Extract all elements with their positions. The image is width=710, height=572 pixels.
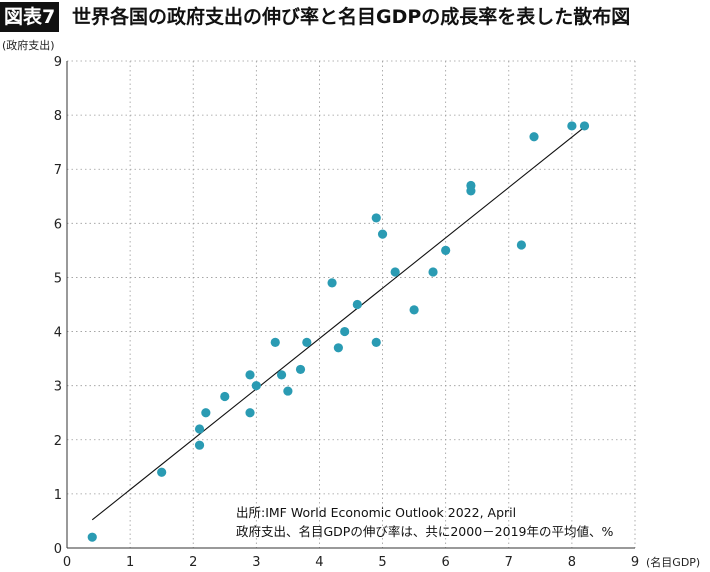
x-tick-label: 5 <box>378 555 386 570</box>
data-point <box>516 240 527 250</box>
data-point <box>371 337 381 347</box>
data-point <box>245 408 255 418</box>
grid-lines <box>67 60 636 548</box>
y-tick-label: 8 <box>54 109 62 124</box>
data-point <box>295 364 306 375</box>
figure-badge: 図表7 <box>0 2 60 32</box>
x-tick-label: 4 <box>315 555 323 570</box>
y-tick-label: 9 <box>54 55 62 70</box>
data-point <box>340 326 350 337</box>
definition-note: 政府支出、名目GDPの伸び率は、共に2000－2019年の平均値、% <box>236 524 613 539</box>
data-point <box>377 229 388 239</box>
y-tick-label: 7 <box>54 163 62 178</box>
data-point <box>194 440 205 450</box>
chart-header: 図表7 世界各国の政府支出の伸び率と名目GDPの成長率を表した散布図 <box>0 0 710 34</box>
data-point <box>579 121 590 131</box>
data-point <box>245 370 255 380</box>
data-point <box>302 337 312 347</box>
axes <box>66 61 635 549</box>
data-point <box>371 213 381 223</box>
y-tick-label: 5 <box>54 271 62 286</box>
data-point <box>270 337 280 347</box>
data-point <box>87 532 97 542</box>
y-axis-label: (政府支出) <box>2 38 55 52</box>
x-tick-label: 0 <box>63 555 71 570</box>
y-tick-label: 6 <box>54 217 62 232</box>
y-tick-label: 1 <box>54 488 62 503</box>
x-tick-label: 6 <box>442 555 450 570</box>
trendline <box>91 126 585 521</box>
x-axis-label: (名目GDP) <box>646 555 700 569</box>
y-tick-label: 4 <box>54 326 62 341</box>
x-tick-label: 8 <box>568 555 576 570</box>
x-tick-labels: 0 1 2 3 4 5 6 7 8 9 <box>63 555 639 570</box>
data-point <box>428 267 438 277</box>
data-point <box>333 343 343 353</box>
y-tick-labels: 0 1 2 3 4 5 6 7 8 9 <box>54 55 62 557</box>
y-tick-label: 2 <box>54 434 62 449</box>
source-note: 出所:IMF World Economic Outlook 2022, Apri… <box>236 505 516 520</box>
data-point <box>194 424 205 434</box>
data-point <box>251 381 261 391</box>
data-point <box>409 305 419 315</box>
data-point <box>466 180 476 191</box>
data-point <box>567 121 577 131</box>
x-tick-label: 3 <box>252 555 260 570</box>
y-tick-label: 3 <box>54 380 62 395</box>
data-point <box>352 299 362 310</box>
x-tick-label: 7 <box>505 555 513 570</box>
y-tick-label: 0 <box>54 542 62 557</box>
data-point <box>220 391 230 402</box>
trendline-group <box>91 126 585 521</box>
x-tick-label: 1 <box>126 555 134 570</box>
x-tick-label: 2 <box>189 555 197 570</box>
data-point <box>201 408 211 418</box>
data-point <box>283 386 293 396</box>
data-point <box>276 370 287 380</box>
data-point <box>327 278 337 288</box>
x-tick-label: 9 <box>631 555 639 570</box>
chart-title: 世界各国の政府支出の伸び率と名目GDPの成長率を表した散布図 <box>72 6 631 28</box>
data-point <box>441 245 451 255</box>
data-point <box>390 267 400 277</box>
data-points <box>87 121 590 542</box>
data-point <box>157 467 167 477</box>
data-point <box>529 132 539 142</box>
